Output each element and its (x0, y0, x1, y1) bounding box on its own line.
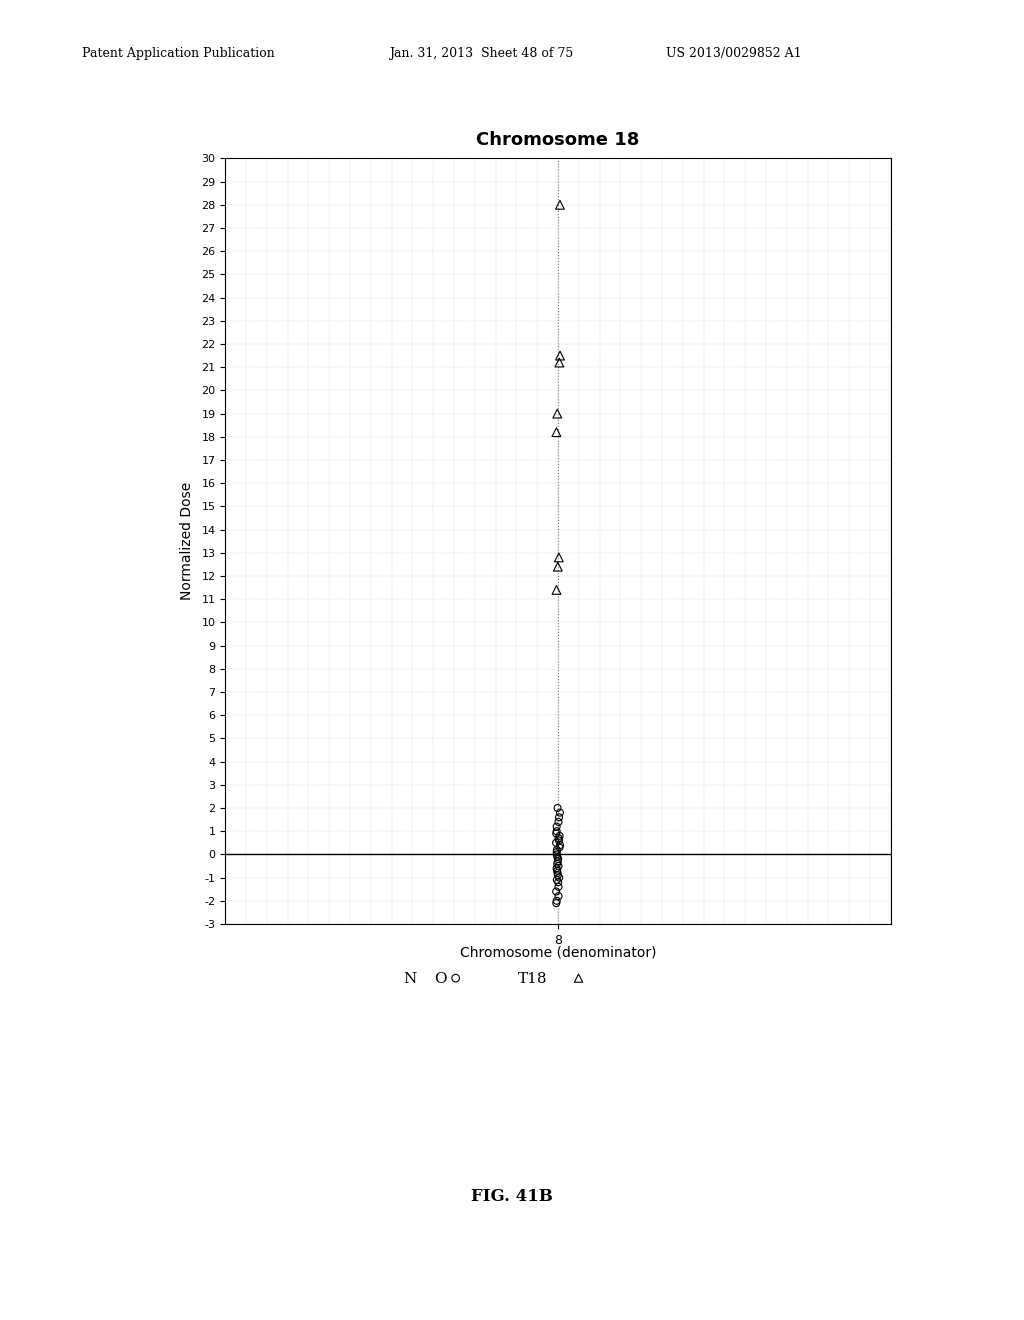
Point (549, 853, 565, 874)
Text: US 2013/0029852 A1: US 2013/0029852 A1 (666, 46, 801, 59)
Point (548, 892, 564, 913)
Point (549, 403, 565, 424)
Point (549, 842, 565, 863)
Point (549, 870, 565, 891)
Point (551, 825, 567, 846)
Point (548, 822, 564, 843)
Point (552, 834, 568, 855)
Title: Chromosome 18: Chromosome 18 (476, 131, 640, 149)
Point (550, 556, 566, 577)
Point (549, 797, 565, 818)
Text: Chromosome (denominator): Chromosome (denominator) (460, 946, 656, 960)
Point (550, 876, 566, 898)
Point (447, 968, 464, 989)
Point (550, 865, 566, 886)
Point (551, 830, 567, 851)
Point (550, 855, 566, 876)
Point (552, 194, 568, 215)
Point (552, 345, 568, 366)
Point (549, 840, 565, 861)
Point (550, 849, 566, 870)
Point (549, 861, 565, 882)
Point (548, 421, 564, 442)
Point (550, 828, 566, 849)
Point (549, 846, 565, 867)
Point (549, 858, 565, 879)
Text: T18: T18 (518, 973, 547, 986)
Text: FIG. 41B: FIG. 41B (471, 1188, 553, 1205)
Point (550, 871, 566, 892)
Point (549, 816, 565, 837)
Point (551, 837, 567, 858)
Point (550, 886, 566, 907)
Point (551, 807, 567, 828)
Text: O: O (434, 973, 446, 986)
Point (548, 579, 564, 601)
Point (570, 968, 587, 989)
Point (549, 862, 565, 883)
Point (550, 812, 566, 833)
Point (551, 352, 567, 374)
Point (549, 843, 565, 865)
Point (550, 851, 566, 873)
Text: N: N (403, 973, 416, 986)
Point (551, 546, 567, 568)
Point (548, 880, 564, 902)
Text: Jan. 31, 2013  Sheet 48 of 75: Jan. 31, 2013 Sheet 48 of 75 (389, 46, 573, 59)
Text: Patent Application Publication: Patent Application Publication (82, 46, 274, 59)
Point (551, 867, 567, 888)
Y-axis label: Normalized Dose: Normalized Dose (180, 482, 195, 601)
Point (548, 832, 564, 853)
Point (552, 803, 568, 824)
Point (549, 821, 565, 842)
Point (549, 890, 565, 911)
